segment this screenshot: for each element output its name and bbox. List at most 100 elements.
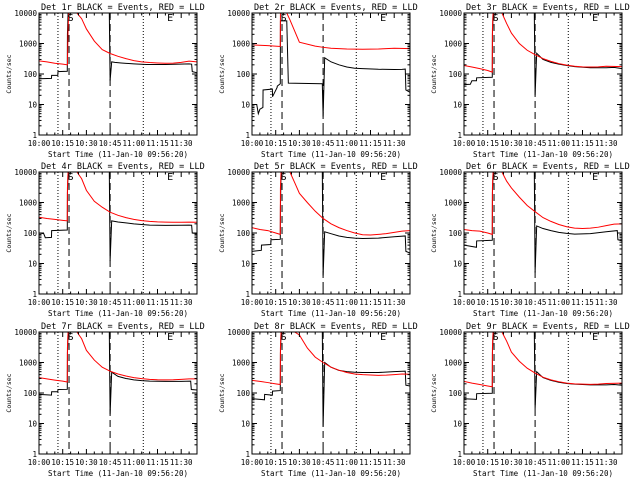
y-tick-label: 10 (241, 420, 251, 429)
x-tick-label: 10:00 (28, 298, 51, 307)
x-tick-label: 10:15 (476, 298, 499, 307)
x-tick-label: 10:45 (99, 298, 122, 307)
x-tick-label: 11:30 (595, 139, 618, 148)
y-tick-label: 100 (236, 389, 250, 398)
y-tick-label: 100 (448, 229, 462, 238)
lld-series-line (252, 13, 410, 50)
y-tick-label: 10000 (439, 9, 462, 18)
panel-det-4: Det 4r BLACK = Events, RED = LLD Counts/s… (5, 162, 205, 318)
x-tick-label: 11:30 (383, 139, 406, 148)
x-tick-label: 10:30 (288, 458, 311, 467)
x-tick-label: 11:15 (571, 458, 594, 467)
y-tick-label: 100 (448, 70, 462, 79)
x-tick-label: 10:45 (312, 298, 335, 307)
x-tick-label: 11:00 (548, 458, 571, 467)
lld-series-line (252, 172, 410, 236)
y-tick-label: 1 (32, 131, 37, 140)
panel-det-6: Det 6r BLACK = Events, RED = LLD Counts/s… (430, 162, 630, 318)
x-tick-label: 10:30 (288, 139, 311, 148)
x-tick-label: 10:15 (476, 139, 499, 148)
x-tick-label: 11:15 (359, 458, 382, 467)
y-axis-label: Counts/sec (430, 373, 438, 412)
x-axis-label: Start Time (11-Jan-10 09:56:20) (48, 150, 188, 159)
y-tick-label: 100 (448, 389, 462, 398)
x-tick-label: 10:15 (476, 458, 499, 467)
x-tick-label: 11:30 (170, 139, 193, 148)
y-axis-label: Counts/sec (430, 54, 438, 93)
y-tick-label: 1 (32, 450, 37, 459)
x-tick-label: 11:00 (336, 139, 359, 148)
y-tick-label: 1000 (444, 199, 463, 208)
x-axis-label: Start Time (11-Jan-10 09:56:20) (473, 309, 613, 318)
marker-s: S (493, 13, 499, 24)
y-tick-label: 1000 (19, 40, 38, 49)
x-tick-label: 11:15 (146, 458, 169, 467)
panel-det-5: Det 5r BLACK = Events, RED = LLD Counts/s… (218, 162, 418, 318)
x-tick-label: 10:00 (28, 139, 51, 148)
panel-title: Det 1r BLACK = Events, RED = LLD (41, 3, 205, 13)
marker-s: S (493, 172, 499, 183)
y-tick-label: 1 (245, 450, 250, 459)
y-tick-label: 10000 (14, 328, 37, 337)
x-tick-label: 10:15 (264, 139, 287, 148)
events-series-line (39, 13, 197, 81)
x-tick-label: 10:45 (99, 139, 122, 148)
x-tick-label: 11:00 (336, 298, 359, 307)
x-tick-label: 10:30 (500, 458, 523, 467)
x-tick-label: 11:00 (123, 139, 146, 148)
y-tick-label: 10 (241, 260, 251, 269)
x-tick-label: 10:45 (312, 458, 335, 467)
panel-det-7: Det 7r BLACK = Events, RED = LLD Counts/s… (5, 322, 205, 478)
x-tick-label: 10:30 (75, 458, 98, 467)
marker-s: S (68, 332, 74, 343)
x-tick-label: 10:15 (264, 458, 287, 467)
x-tick-label: 11:15 (146, 298, 169, 307)
plot-frame (38, 171, 198, 295)
x-tick-label: 10:00 (241, 458, 264, 467)
x-tick-label: 11:00 (548, 139, 571, 148)
y-axis-label: Counts/sec (218, 54, 226, 93)
y-tick-label: 10 (28, 101, 38, 110)
lld-series-line (39, 13, 197, 66)
x-tick-label: 10:15 (264, 298, 287, 307)
x-tick-label: 11:30 (595, 298, 618, 307)
x-tick-label: 10:15 (51, 458, 74, 467)
lld-series-line (39, 172, 197, 223)
panel-det-9: Det 9r BLACK = Events, RED = LLD Counts/s… (430, 322, 630, 478)
events-series-line (464, 332, 622, 409)
y-axis-label: Counts/sec (5, 213, 13, 252)
marker-e: E (380, 13, 386, 24)
panel-title: Det 6r BLACK = Events, RED = LLD (466, 162, 630, 172)
panel-title: Det 4r BLACK = Events, RED = LLD (41, 162, 205, 172)
y-tick-label: 1000 (444, 40, 463, 49)
marker-e: E (167, 172, 173, 183)
x-tick-label: 10:45 (524, 458, 547, 467)
x-tick-label: 10:45 (99, 458, 122, 467)
x-tick-label: 10:30 (288, 298, 311, 307)
panel-title: Det 5r BLACK = Events, RED = LLD (254, 162, 418, 172)
y-tick-label: 100 (23, 229, 37, 238)
y-tick-label: 10000 (439, 168, 462, 177)
events-series-line (252, 332, 410, 427)
y-tick-label: 1000 (232, 199, 251, 208)
x-axis-label: Start Time (11-Jan-10 09:56:20) (261, 150, 401, 159)
x-tick-label: 11:30 (383, 458, 406, 467)
y-tick-label: 10000 (14, 9, 37, 18)
y-tick-label: 1000 (19, 199, 38, 208)
x-tick-label: 11:15 (359, 298, 382, 307)
panel-det-2: Det 2r BLACK = Events, RED = LLD Counts/s… (218, 3, 418, 159)
x-tick-label: 11:00 (336, 458, 359, 467)
lld-series-line (464, 13, 622, 73)
x-axis-label: Start Time (11-Jan-10 09:56:20) (48, 469, 188, 478)
y-tick-label: 100 (23, 389, 37, 398)
events-series-line (39, 172, 197, 262)
x-tick-label: 10:30 (75, 298, 98, 307)
x-tick-label: 11:30 (170, 298, 193, 307)
marker-e: E (592, 332, 598, 343)
x-tick-label: 11:00 (548, 298, 571, 307)
lld-series-line (464, 172, 622, 236)
x-tick-label: 10:00 (453, 298, 476, 307)
marker-s: S (281, 332, 287, 343)
y-tick-label: 10 (453, 420, 463, 429)
y-tick-label: 10 (28, 420, 38, 429)
